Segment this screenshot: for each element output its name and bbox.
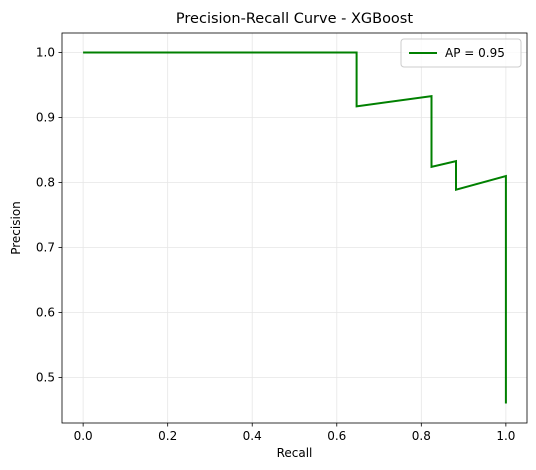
x-tick-label: 0.4 [243, 429, 262, 443]
chart-title: Precision-Recall Curve - XGBoost [176, 11, 413, 27]
legend-box [400, 38, 522, 68]
x-tick-label: 0.2 [158, 429, 177, 443]
y-axis-ticks: 0.5 0.6 0.7 0.8 0.9 1.0 [36, 46, 62, 385]
y-tick-label: 0.7 [36, 241, 55, 255]
legend: AP = 0.95 [400, 38, 522, 68]
y-axis-label: Precision [9, 201, 23, 255]
x-tick-label: 1.0 [496, 429, 515, 443]
x-tick-label: 0.0 [74, 429, 93, 443]
legend-entry: AP = 0.95 [445, 46, 505, 60]
y-tick-label: 0.6 [36, 306, 55, 320]
x-tick-label: 0.8 [412, 429, 431, 443]
pr-curve-line [83, 51, 507, 404]
series-layer [83, 51, 507, 404]
x-axis-label: Recall [277, 446, 313, 460]
plot-frame [61, 32, 528, 424]
y-tick-label: 0.8 [36, 176, 55, 190]
y-tick-label: 0.5 [36, 371, 55, 385]
y-tick-label: 1.0 [36, 46, 55, 60]
x-axis-ticks: 0.0 0.2 0.4 0.6 0.8 1.0 [74, 423, 515, 443]
y-tick-label: 0.9 [36, 111, 55, 125]
x-tick-label: 0.6 [327, 429, 346, 443]
